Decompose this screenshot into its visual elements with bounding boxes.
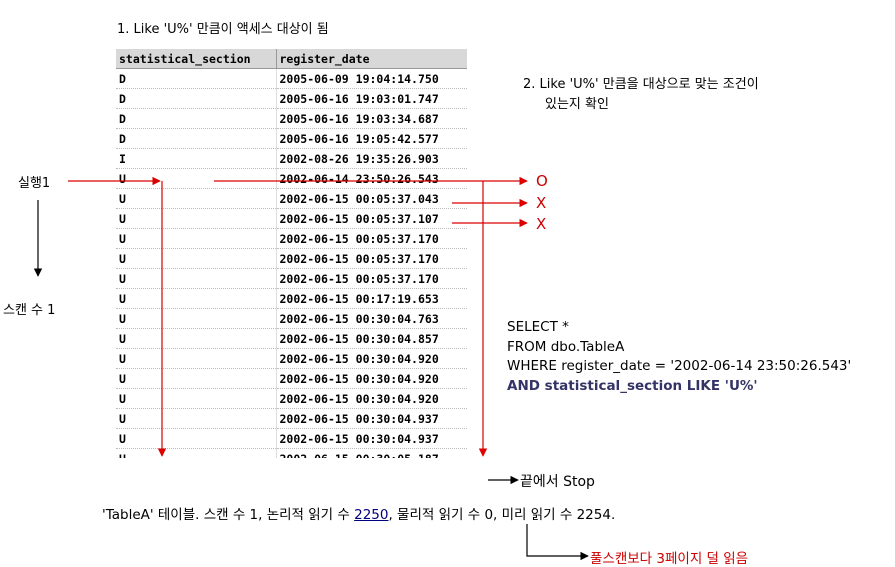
logical-reads-value: 2250 (354, 507, 389, 523)
io-statistics: 'TableA' 테이블. 스캔 수 1, 논리적 읽기 수 2250, 물리적… (102, 503, 615, 523)
cell-register-date: 2005-06-16 19:03:34.687 (276, 108, 467, 129)
table-row: D 2005-06-16 19:03:01.747 (116, 88, 467, 109)
cell-register-date: 2002-06-15 00:30:04.920 (276, 388, 467, 409)
cell-statistical-section: U (116, 308, 277, 329)
cell-register-date: 2005-06-16 19:03:01.747 (276, 88, 467, 109)
cell-statistical-section: U (116, 408, 277, 429)
cell-statistical-section: U (116, 328, 277, 349)
sql-where-line: WHERE register_date = '2002-06-14 23:50:… (507, 358, 852, 374)
note-condition-check-line1: 2. Like 'U%' 만큼을 대상으로 맞는 조건이 (523, 77, 759, 92)
cell-statistical-section: D (116, 128, 277, 149)
sql-and-line: AND statistical_section LIKE 'U%' (507, 377, 758, 394)
cell-statistical-section: D (116, 68, 277, 89)
sql-query: SELECT * FROM dbo.TableA WHERE register_… (507, 318, 851, 396)
cell-register-date: 2002-06-15 00:30:04.937 (276, 408, 467, 429)
stop-at-end-label: 끝에서 Stop (520, 474, 595, 490)
table-row: U 2002-06-15 00:30:04.937 (116, 408, 467, 429)
cell-statistical-section: U (116, 428, 277, 449)
cell-register-date: 2002-06-15 00:05:37.043 (276, 188, 467, 209)
cell-statistical-section: U (116, 288, 277, 309)
cell-register-date: 2002-06-15 00:30:04.920 (276, 368, 467, 389)
footnote-fewer-pages: 풀스캔보다 3페이지 덜 읽음 (590, 551, 749, 567)
cell-register-date: 2002-06-15 00:30:04.920 (276, 348, 467, 369)
table-row: U 2002-06-15 00:05:37.107 (116, 208, 467, 229)
table-row: D 2005-06-09 19:04:14.750 (116, 68, 467, 89)
cell-register-date: 2002-06-14 23:50:26.543 (276, 168, 467, 189)
cell-register-date: 2002-06-15 00:30:04.937 (276, 428, 467, 449)
table-row: U 2002-06-15 00:05:37.170 (116, 228, 467, 249)
cell-statistical-section: D (116, 108, 277, 129)
table-row: U 2002-06-15 00:30:04.920 (116, 388, 467, 409)
mismatch-mark-x-1: X (536, 194, 547, 212)
table-row: I 2002-08-26 19:35:26.903 (116, 148, 467, 169)
cell-register-date: 2002-06-15 00:05:37.107 (276, 208, 467, 229)
cell-register-date: 2005-06-16 19:05:42.577 (276, 128, 467, 149)
scan-count-label: 스캔 수 1 (3, 303, 56, 318)
io-statistics-prefix: 'TableA' 테이블. 스캔 수 1, 논리적 읽기 수 (102, 507, 355, 523)
cell-register-date: 2002-06-15 00:17:19.653 (276, 288, 467, 309)
table-row: U 2002-06-15 00:05:37.043 (116, 188, 467, 209)
table-row: D 2005-06-16 19:03:34.687 (116, 108, 467, 129)
cell-statistical-section: U (116, 368, 277, 389)
mismatch-mark-x-2: X (536, 215, 547, 233)
table-row: U 2002-06-15 00:30:04.857 (116, 328, 467, 349)
cell-register-date: 2002-06-15 00:30:05.187 (276, 448, 467, 458)
table-row: U 2002-06-15 00:30:04.920 (116, 368, 467, 389)
sql-from-line: FROM dbo.TableA (507, 338, 625, 355)
match-mark-o: O (536, 172, 548, 190)
cell-statistical-section: U (116, 448, 277, 458)
cell-register-date: 2005-06-09 19:04:14.750 (276, 68, 467, 89)
cell-statistical-section: U (116, 208, 277, 229)
cell-register-date: 2002-06-15 00:05:37.170 (276, 248, 467, 269)
note-condition-check-line2: 있는지 확인 (545, 97, 609, 112)
note-access-target: 1. Like 'U%' 만큼이 액세스 대상이 됨 (117, 22, 329, 37)
table-row: U 2002-06-15 00:30:04.937 (116, 428, 467, 449)
io-statistics-suffix: , 물리적 읽기 수 0, 미리 읽기 수 2254. (388, 507, 616, 523)
cell-statistical-section: U (116, 228, 277, 249)
cell-statistical-section: U (116, 388, 277, 409)
execution-label: 실행1 (18, 176, 51, 191)
cell-statistical-section: U (116, 348, 277, 369)
footnote-arrow (526, 524, 589, 561)
cell-statistical-section: I (116, 148, 277, 169)
cell-statistical-section: U (116, 188, 277, 209)
cell-register-date: 2002-08-26 19:35:26.903 (276, 148, 467, 169)
table-row: U 2002-06-15 00:05:37.170 (116, 248, 467, 269)
cell-register-date: 2002-06-15 00:05:37.170 (276, 228, 467, 249)
table-row: U 2002-06-14 23:50:26.543 (116, 168, 467, 189)
column-header-statistical-section: statistical_section (116, 49, 277, 69)
table-row: U 2002-06-15 00:17:19.653 (116, 288, 467, 309)
sql-select-line: SELECT * (507, 319, 569, 335)
table-row: U 2002-06-15 00:30:04.920 (116, 348, 467, 369)
column-header-register-date: register_date (276, 49, 467, 69)
cell-statistical-section: U (116, 248, 277, 269)
table-row: U 2002-06-15 00:30:04.763 (116, 308, 467, 329)
table-row: U 2002-06-15 00:05:37.170 (116, 268, 467, 289)
result-grid: statistical_section register_date D 2005-… (116, 49, 467, 458)
table-row: D 2005-06-16 19:05:42.577 (116, 128, 467, 149)
cell-register-date: 2002-06-15 00:05:37.170 (276, 268, 467, 289)
cell-register-date: 2002-06-15 00:30:04.763 (276, 308, 467, 329)
cell-register-date: 2002-06-15 00:30:04.857 (276, 328, 467, 349)
cell-statistical-section: U (116, 268, 277, 289)
cell-statistical-section: D (116, 88, 277, 109)
